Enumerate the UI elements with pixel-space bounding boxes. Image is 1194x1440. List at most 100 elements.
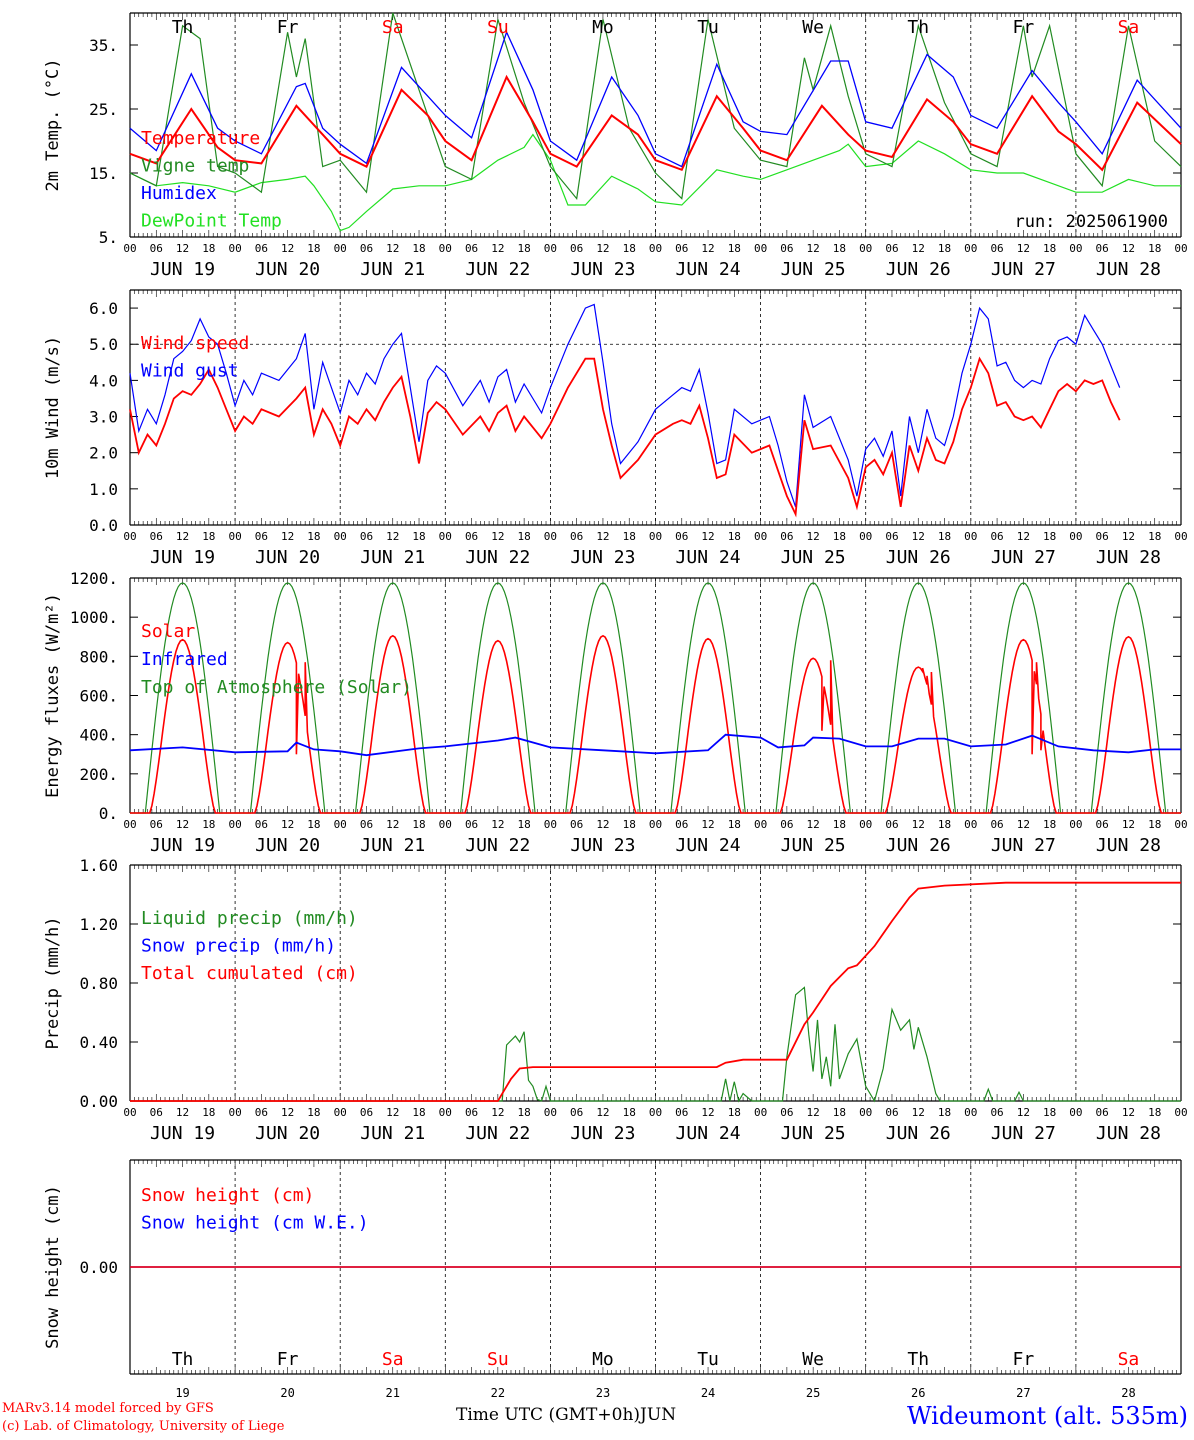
hour-tick-label: 00 [334,242,347,255]
legend-entry: Liquid precip (mm/h) [141,908,358,929]
hour-tick-label: 12 [1122,1106,1135,1119]
hour-tick-label: 06 [780,818,793,831]
y-axis-label: Energy fluxes (W/m²) [43,593,63,798]
date-label: JUN 28 [1096,1123,1161,1144]
y-tick-label: 1.20 [79,915,118,934]
legend-entry: Temperature [141,128,260,149]
hour-tick-label: 18 [1043,818,1056,831]
hour-tick-label: 12 [386,242,399,255]
vigne-temp-line [129,12,1182,201]
cumulated-precip-line [130,881,1181,1102]
hour-tick-label: 12 [1017,818,1030,831]
panel-frame [129,1159,1182,1375]
hour-tick-label: 00 [228,818,241,831]
weekday-label: Mo [592,17,614,38]
hour-tick-label: 12 [176,1106,189,1119]
legend-entry: Snow height (cm W.E.) [141,1213,369,1234]
hour-tick-label: 06 [150,242,163,255]
hour-tick-label: 06 [675,818,688,831]
hour-tick-label: 06 [360,242,373,255]
hour-tick-label: 06 [150,1106,163,1119]
hour-tick-label: 06 [360,530,373,543]
y-tick-label: 200. [79,765,118,784]
date-label: JUN 19 [150,835,215,856]
hour-tick-label: 18 [1148,242,1161,255]
solar-line [130,634,1181,814]
weekday-label: Tu [697,17,719,38]
hour-tick-label: 18 [202,1106,215,1119]
y-axis-label: 2m Temp. (°C) [43,58,63,191]
hour-tick-label: 12 [807,1106,820,1119]
date-label: JUN 19 [150,547,215,568]
hour-tick-label: 12 [701,818,714,831]
y-tick-label: 3.0 [89,408,118,427]
hour-tick-label: 18 [728,818,741,831]
y-tick-label: 1200. [70,569,118,588]
hour-tick-label: 12 [596,1106,609,1119]
date-label: JUN 20 [255,835,320,856]
hour-tick-label: 18 [1043,530,1056,543]
hour-tick-label: 00 [334,1106,347,1119]
hour-tick-label: 12 [912,1106,925,1119]
hour-tick-label: 00 [1069,530,1082,543]
panel-frame [129,289,1182,526]
hour-tick-label: 12 [281,818,294,831]
hour-tick-label: 06 [675,242,688,255]
date-label: JUN 20 [255,547,320,568]
hour-tick-label: 12 [912,242,925,255]
hour-tick-label: 12 [281,530,294,543]
month-label: JUN [640,1405,677,1425]
y-tick-label: 1000. [70,608,118,627]
hour-tick-label: 06 [1096,530,1109,543]
hour-tick-label: 18 [623,1106,636,1119]
date-label: JUN 20 [255,259,320,280]
hour-tick-label: 18 [623,818,636,831]
date-label: JUN 27 [991,547,1056,568]
hour-tick-label: 18 [938,818,951,831]
hour-tick-label: 06 [1096,242,1109,255]
y-tick-label: 0.00 [79,1258,118,1277]
date-label: JUN 20 [255,1123,320,1144]
hour-tick-label: 00 [649,818,662,831]
hour-tick-label: 00 [334,530,347,543]
legend-entry: Snow precip (mm/h) [141,936,336,957]
hour-tick-label: 00 [754,1106,767,1119]
hour-tick-label: 06 [885,242,898,255]
hour-tick-label: 06 [150,530,163,543]
legend-entry: Solar [141,621,195,642]
hour-tick-label: 00 [544,818,557,831]
y-tick-label: 0.40 [79,1033,118,1052]
hour-tick-label: 00 [1069,818,1082,831]
y-tick-label: 5. [99,228,118,247]
hour-tick-label: 18 [307,1106,320,1119]
hour-tick-label: 06 [990,818,1003,831]
date-label: JUN 24 [676,259,741,280]
date-label: JUN 22 [465,1123,530,1144]
hour-tick-label: 06 [360,818,373,831]
hour-tick-label: 18 [728,1106,741,1119]
hour-tick-label: 00 [964,242,977,255]
hour-tick-label: 18 [412,818,425,831]
y-tick-label: 800. [79,647,118,666]
panel-frame [129,12,1182,238]
hour-tick-label: 12 [176,242,189,255]
hour-tick-label: 12 [176,818,189,831]
hour-tick-label: 00 [649,530,662,543]
hour-tick-label: 18 [1148,1106,1161,1119]
weekday-label: Th [907,1349,929,1370]
hour-tick-label: 00 [859,1106,872,1119]
hour-tick-label: 12 [596,530,609,543]
y-tick-label: 5.0 [89,335,118,354]
y-tick-label: 1.60 [79,856,118,875]
day-number-label: 19 [175,1386,189,1400]
hour-tick-label: 18 [623,242,636,255]
day-number-label: 28 [1121,1386,1135,1400]
hour-tick-label: 00 [228,530,241,543]
hour-tick-label: 00 [859,530,872,543]
hour-tick-label: 00 [123,530,136,543]
y-tick-label: 400. [79,726,118,745]
hour-tick-label: 12 [596,242,609,255]
hour-tick-label: 00 [859,818,872,831]
hour-tick-label: 06 [255,530,268,543]
date-label: JUN 25 [781,259,846,280]
